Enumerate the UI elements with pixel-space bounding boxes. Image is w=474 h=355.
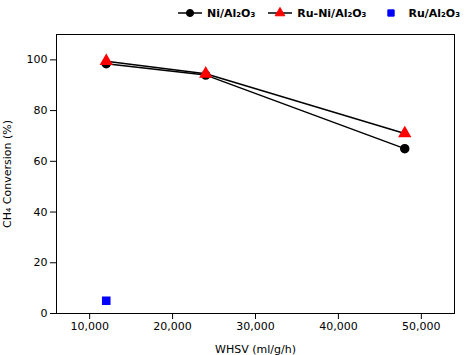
html-text:Ru/Al₂O₃: Ru/Al₂O₃ (408, 6, 460, 20)
html-text:Ru-Ni/Al₂O₃: Ru-Ni/Al₂O₃ (297, 6, 367, 20)
svg-text:30,000: 30,000 (236, 320, 275, 333)
html-text:Ni/Al₂O₃: Ni/Al₂O₃ (207, 6, 256, 20)
svg-text:10,000: 10,000 (70, 320, 109, 333)
svg-text:50,000: 50,000 (402, 320, 441, 333)
svg-text:CH₄ Conversion (%): CH₄ Conversion (%) (1, 120, 14, 228)
svg-text:20,000: 20,000 (153, 320, 192, 333)
svg-text:0: 0 (41, 307, 48, 320)
svg-text:100: 100 (27, 53, 48, 66)
svg-text:40: 40 (34, 206, 48, 219)
svg-text:20: 20 (34, 256, 48, 269)
svg-text:40,000: 40,000 (319, 320, 358, 333)
svg-text:80: 80 (34, 104, 48, 117)
svg-text:60: 60 (34, 155, 48, 168)
svg-text:WHSV (ml/g/h): WHSV (ml/g/h) (215, 343, 296, 355)
